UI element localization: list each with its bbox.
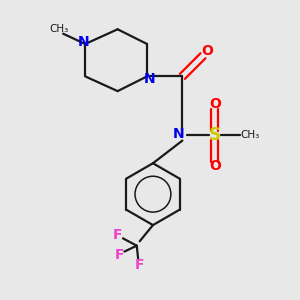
Text: F: F — [114, 248, 124, 262]
Text: F: F — [135, 258, 144, 272]
Text: N: N — [173, 127, 185, 141]
Text: CH₃: CH₃ — [241, 130, 260, 140]
Text: N: N — [77, 34, 89, 49]
Text: O: O — [202, 44, 213, 58]
Text: S: S — [209, 126, 221, 144]
Text: O: O — [209, 98, 221, 111]
Text: O: O — [209, 159, 221, 173]
Text: F: F — [113, 228, 122, 242]
Text: N: N — [143, 72, 155, 86]
Text: CH₃: CH₃ — [49, 24, 68, 34]
